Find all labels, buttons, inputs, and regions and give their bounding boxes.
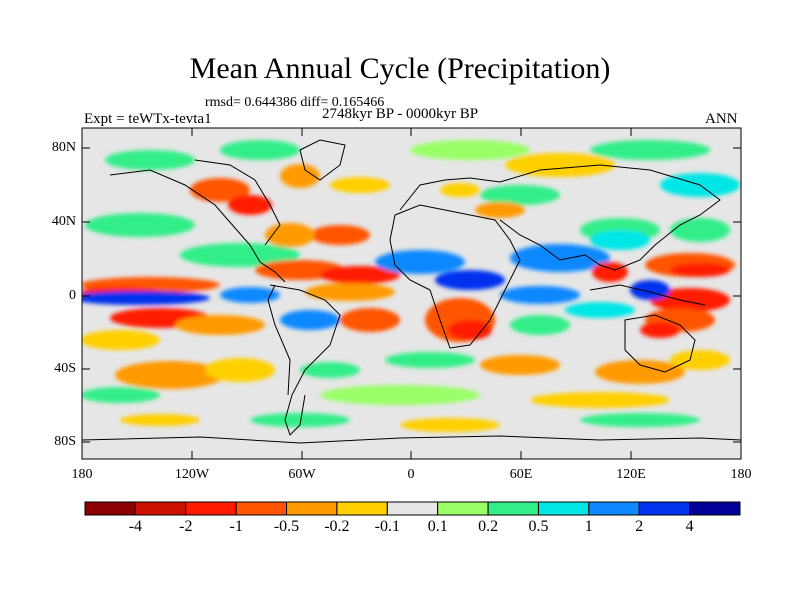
lon-label-0: 0 — [407, 467, 415, 482]
colorbar-level-label: -1 — [229, 518, 243, 535]
colorbar-level-label: 1 — [584, 518, 593, 535]
africa-coast — [389, 204, 521, 349]
colorbar-level-label: -2 — [179, 518, 193, 535]
period-line: 2748kyr BP - 0000kyr BP — [322, 106, 479, 122]
lon-label-60w: 60W — [288, 467, 316, 482]
map-ticks — [81, 128, 742, 459]
south-america-west-coast — [267, 284, 291, 396]
colorbar-box — [487, 501, 539, 516]
colorbar-box — [134, 501, 187, 516]
colorbar-level-label: -0.2 — [324, 518, 350, 535]
greenland-coast — [299, 139, 346, 181]
experiment-label: Expt = teWTx-tevta1 — [84, 111, 212, 127]
lat-label-40s: 40S — [54, 361, 76, 376]
colorbar-level-label: 2 — [635, 518, 644, 535]
coastlines — [82, 139, 741, 444]
lon-label-180w: 180 — [71, 467, 93, 482]
lon-label-60e: 60E — [509, 467, 533, 482]
lon-label-120e: 120E — [616, 467, 646, 482]
lat-label-80s: 80S — [54, 434, 76, 449]
australia-coast — [624, 314, 696, 373]
colorbar-level-label: 0.2 — [478, 518, 499, 535]
colorbar-level-label: -0.5 — [273, 518, 300, 535]
lon-label-120w: 120W — [174, 467, 210, 482]
north-america-east-coast — [194, 159, 281, 246]
colorbar-box — [286, 501, 338, 516]
eurasia-coast — [399, 164, 721, 271]
colorbar-level-label: -0.1 — [374, 518, 400, 535]
antarctica-coast — [82, 435, 741, 444]
stats-line: rmsd= 0.644386 diff= 0.165466 — [205, 95, 385, 110]
season-label: ANN — [705, 111, 738, 127]
maritime-continent-coast — [589, 284, 706, 306]
figure-title: Mean Annual Cycle (Precipitation) — [189, 52, 611, 85]
colorbar-box — [336, 501, 388, 516]
colorbar-box — [638, 501, 691, 516]
colorbar — [84, 501, 741, 516]
lat-label-0: 0 — [69, 288, 76, 303]
colorbar-level-label: 0.5 — [528, 518, 549, 535]
colorbar-box — [437, 501, 489, 516]
colorbar-level-label: 4 — [685, 518, 694, 535]
lat-label-80n: 80N — [51, 140, 76, 155]
colorbar-box — [185, 501, 237, 516]
colorbar-level-label: 0.1 — [427, 518, 448, 535]
colorbar-box — [386, 501, 439, 516]
lon-label-180e: 180 — [730, 467, 752, 482]
north-america-coast — [109, 169, 286, 283]
colorbar-box — [689, 501, 741, 516]
colorbar-box — [537, 501, 590, 516]
colorbar-box — [84, 501, 136, 516]
colorbar-level-label: -4 — [128, 518, 143, 535]
colorbar-box — [588, 501, 640, 516]
colorbar-box — [235, 501, 288, 516]
lat-label-40n: 40N — [51, 214, 76, 229]
precip-field — [82, 128, 741, 459]
south-america-coast — [269, 284, 341, 436]
